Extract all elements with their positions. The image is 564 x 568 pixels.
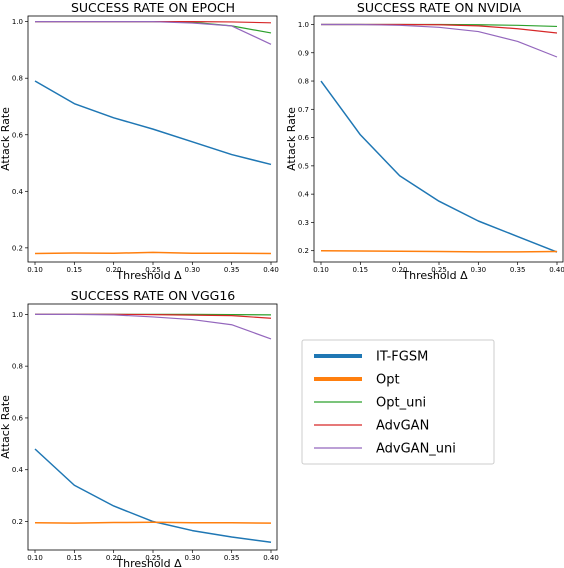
plot-frame [313,15,564,263]
x-tick-label: 0.15 [67,554,83,562]
y-tick-label: 1.0 [12,311,23,319]
y-tick-label: 0.2 [12,518,23,526]
x-tick-label: 0.15 [353,266,369,274]
x-tick-label: 0.25 [145,554,161,562]
x-tick-label: 0.15 [67,266,83,274]
x-tick-label: 0.20 [392,266,408,274]
y-tick-label: 0.8 [12,75,23,83]
x-tick-label: 0.25 [431,266,447,274]
y-tick-label: 0.4 [298,191,310,199]
x-tick-label: 0.35 [224,554,240,562]
series-line-opt [320,249,558,253]
x-tick-label: 0.10 [313,266,329,274]
y-tick-label: 0.7 [298,106,309,114]
chart-panel-2: SUCCESS RATE ON NVIDIA 0.10 0.15 0.20 0.25 0.… [285,0,564,282]
y-axis-label: Attack Rate [0,107,12,171]
legend-label: AdvGAN_uni [376,442,456,457]
x-tick-label: 0.35 [224,266,240,274]
x-tick-label: 0.10 [27,266,43,274]
series-line-advgan-uni [35,313,272,340]
y-tick-label: 1.0 [298,21,309,29]
x-tick-label: 0.20 [106,266,122,274]
x-tick-label: 0.40 [549,266,564,274]
y-tick-label: 0.5 [298,162,309,170]
x-tick-label: 0.35 [510,266,526,274]
y-tick-label: 0.2 [298,247,309,255]
series-line-it-fgsm [320,80,558,253]
chart-title: SUCCESS RATE ON EPOCH [71,0,235,15]
legend-label: Opt_uni [376,396,426,411]
x-tick-label: 0.30 [185,266,201,274]
plot-frame [27,15,278,263]
series-line-advgan-uni [321,23,558,58]
legend-box [301,339,495,465]
series-line-advgan-uni [35,21,272,45]
series-line-it-fgsm [34,80,272,166]
y-tick-label: 0.4 [12,466,24,474]
legend-label: AdvGAN [376,419,429,434]
y-tick-label: 0.2 [12,244,23,252]
series-line-it-fgsm [34,448,272,543]
y-tick-label: 0.8 [12,363,23,371]
chart-panel-1: SUCCESS RATE ON EPOCH 0.10 0.15 0.20 0.25 0.3… [0,0,279,282]
x-axis-label: Threshold Δ [115,269,182,282]
x-tick-label: 0.30 [471,266,487,274]
x-tick-label: 0.10 [27,554,43,562]
y-tick-label: 0.8 [298,78,309,86]
plot-frame [27,303,278,551]
x-tick-label: 0.25 [145,266,161,274]
y-tick-label: 0.3 [298,219,309,227]
legend-label: IT-FGSM [376,350,428,365]
legend: IT-FGSM Opt Opt_uni AdvGAN AdvGAN_uni [301,339,495,465]
x-tick-label: 0.40 [263,554,279,562]
x-axis-label: Threshold Δ [115,557,182,568]
y-axis-label: Attack Rate [285,107,298,171]
y-tick-label: 0.6 [12,414,24,422]
chart-title: SUCCESS RATE ON NVIDIA [357,0,522,15]
y-tick-label: 1.0 [12,18,23,26]
y-tick-label: 0.4 [12,188,24,196]
y-tick-label: 0.6 [12,131,24,139]
series-line-opt [34,521,272,524]
series-line-opt [34,251,272,255]
chart-title: SUCCESS RATE ON VGG16 [71,288,236,303]
y-tick-label: 0.9 [298,49,309,57]
x-axis-label: Threshold Δ [401,269,468,282]
y-tick-label: 0.6 [298,134,310,142]
chart-panel-3: SUCCESS RATE ON VGG16 0.10 0.15 0.20 0.25 0.3… [0,288,279,568]
x-tick-label: 0.20 [106,554,122,562]
legend-label: Opt [376,373,400,388]
x-tick-label: 0.40 [263,266,279,274]
y-axis-label: Attack Rate [0,395,12,459]
x-tick-label: 0.30 [185,554,201,562]
